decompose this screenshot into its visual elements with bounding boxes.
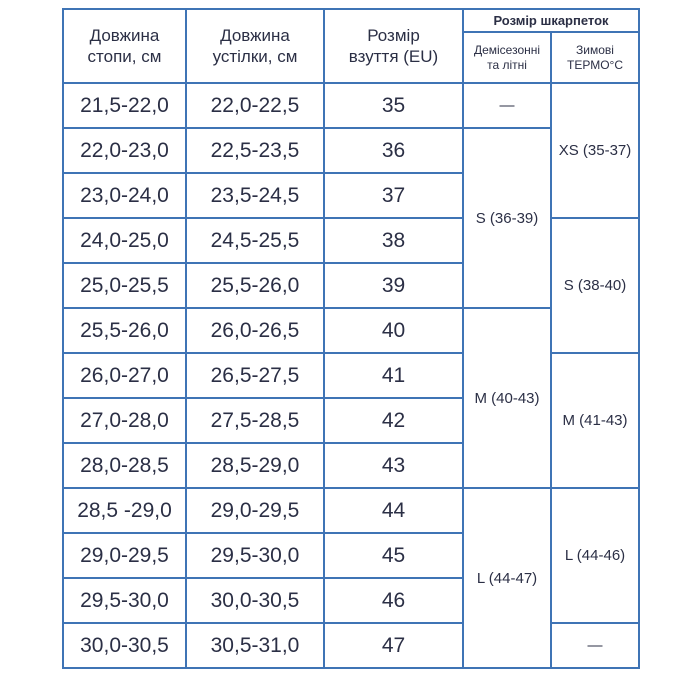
shoe-size: 41: [323, 352, 464, 399]
shoe-size: 47: [323, 622, 464, 669]
insole-length: 30,0-30,5: [185, 577, 325, 624]
insole-length: 22,5-23,5: [185, 127, 325, 174]
table-row: 25,0-25,5 25,5-26,0 39: [62, 262, 639, 309]
foot-length: 30,0-30,5: [62, 622, 187, 669]
table-row: 28,0-28,5 28,5-29,0 43: [62, 442, 639, 489]
foot-length: 27,0-28,0: [62, 397, 187, 444]
shoe-size: 35: [323, 82, 464, 129]
sock-size: —: [549, 622, 641, 669]
shoe-size: 37: [323, 172, 464, 219]
foot-length: 28,5 -29,0: [62, 487, 187, 534]
shoe-size: 46: [323, 577, 464, 624]
table-row: 21,5-22,0 22,0-22,5 35— XS (35-37): [62, 82, 641, 219]
table-row: 29,0-29,5 29,5-30,0 45: [62, 532, 639, 579]
foot-length: 24,0-25,0: [62, 217, 187, 264]
header-demi: Демісезонні та літні: [462, 31, 552, 84]
header-winter: Зимові ТЕРМО°С: [549, 31, 641, 84]
sock-size: M (40-43): [462, 307, 552, 489]
insole-length: 22,0-22,5: [185, 82, 325, 129]
header-line: ТЕРМО°С: [567, 57, 623, 72]
shoe-size: 42: [323, 397, 464, 444]
table-body: 21,5-22,0 22,0-22,5 35— XS (35-37) 22,0-23,0…: [62, 82, 641, 669]
table-row: 28,5 -29,0 29,0-29,5 44 L (44-47) L (44-46): [62, 487, 641, 669]
shoe-size: 38: [323, 217, 464, 264]
foot-length: 21,5-22,0: [62, 82, 187, 129]
insole-length: 30,5-31,0: [185, 622, 325, 669]
insole-length: 29,5-30,0: [185, 532, 325, 579]
sock-size: L (44-47): [462, 487, 552, 669]
header-row: Довжина стопи, см Довжина устілки, см Розм…: [62, 8, 641, 84]
sock-size: S (38-40): [549, 217, 641, 354]
header-line: Довжина: [89, 26, 160, 45]
header-line: стопи, см: [87, 47, 162, 66]
insole-length: 24,5-25,5: [185, 217, 325, 264]
table-row: 22,0-23,0 22,5-23,5 36 S (36-39): [62, 127, 639, 309]
table-row: 24,0-25,0 24,5-25,5 38 S (38-40): [62, 217, 641, 354]
header-foot: Довжина стопи, см: [62, 8, 187, 84]
insole-length: 29,0-29,5: [185, 487, 325, 534]
shoe-size: 40: [323, 307, 464, 354]
foot-length: 29,5-30,0: [62, 577, 187, 624]
table-row: 23,0-24,0 23,5-24,5 37: [62, 172, 639, 219]
header-line: взуття (EU): [348, 47, 439, 66]
foot-length: 23,0-24,0: [62, 172, 187, 219]
foot-length: 26,0-27,0: [62, 352, 187, 399]
header-line: Демісезонні: [473, 42, 541, 57]
shoe-size: 44: [323, 487, 464, 534]
table-row: 29,5-30,0 30,0-30,5 46: [62, 577, 639, 624]
sock-size: XS (35-37): [549, 82, 641, 219]
insole-length: 28,5-29,0: [185, 442, 325, 489]
sock-size: M (41-43): [549, 352, 641, 489]
header-insole: Довжина устілки, см: [185, 8, 325, 84]
header-socks: Розмір шкарпеток: [461, 8, 641, 33]
shoe-size: 43: [323, 442, 464, 489]
shoe-size: 39: [323, 262, 464, 309]
header-line: Довжина: [220, 26, 290, 45]
header-line: Зимові: [576, 42, 614, 57]
header-line: Розмір: [367, 26, 420, 45]
insole-length: 23,5-24,5: [185, 172, 325, 219]
table-row: 26,0-27,0 26,5-27,5 41 M (41-43): [62, 352, 641, 489]
size-table: Довжина стопи, см Довжина устілки, см Розм…: [62, 8, 641, 669]
header-shoe: Розмір взуття (EU): [323, 8, 464, 84]
shoe-size: 36: [323, 127, 464, 174]
table-row: 30,0-30,5 30,5-31,0 47 —: [62, 622, 641, 669]
header-line: та літні: [487, 57, 527, 72]
foot-length: 22,0-23,0: [62, 127, 187, 174]
insole-length: 26,5-27,5: [185, 352, 325, 399]
sock-size: S (36-39): [462, 127, 552, 309]
foot-length: 25,5-26,0: [62, 307, 187, 354]
foot-length: 29,0-29,5: [62, 532, 187, 579]
foot-length: 25,0-25,5: [62, 262, 187, 309]
header-line: устілки, см: [212, 47, 298, 66]
insole-length: 27,5-28,5: [185, 397, 325, 444]
sock-size: L (44-46): [549, 487, 641, 624]
sock-size: —: [462, 82, 552, 129]
foot-length: 28,0-28,5: [62, 442, 187, 489]
header-row: Демісезонні та літні Зимові ТЕРМО°С: [63, 31, 641, 84]
shoe-size: 45: [323, 532, 464, 579]
insole-length: 25,5-26,0: [185, 262, 325, 309]
table-row: 25,5-26,0 26,0-26,5 40 M (40-43): [62, 307, 639, 489]
insole-length: 26,0-26,5: [185, 307, 325, 354]
table-row: 27,0-28,0 27,5-28,5 42: [62, 397, 639, 444]
